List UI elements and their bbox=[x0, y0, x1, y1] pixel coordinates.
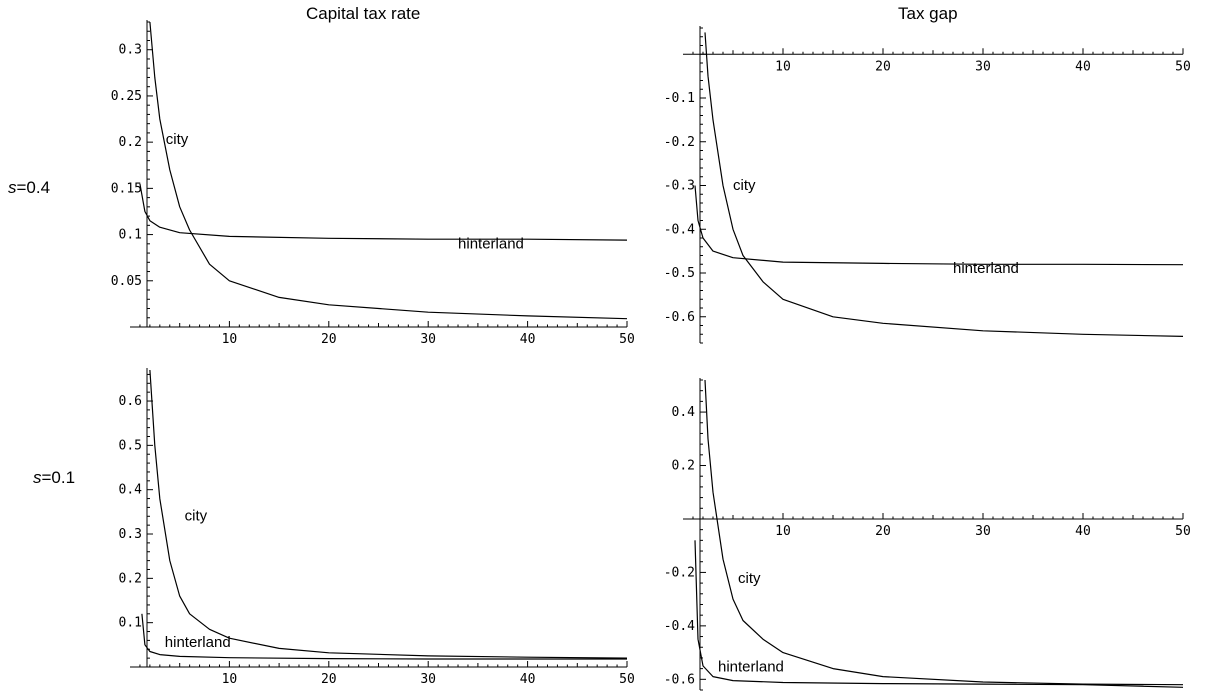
y-tick-label: 0.05 bbox=[111, 274, 142, 289]
series-label-hinterland: hinterland bbox=[458, 235, 524, 252]
x-tick-label: 20 bbox=[875, 524, 891, 539]
x-tick-label: 40 bbox=[1075, 59, 1091, 74]
y-tick-label: 0.2 bbox=[672, 459, 695, 474]
x-tick-label: 30 bbox=[420, 332, 436, 347]
y-tick-label: -0.2 bbox=[664, 135, 695, 150]
x-tick-label: 10 bbox=[222, 672, 238, 687]
series-label-hinterland: hinterland bbox=[953, 260, 1019, 277]
x-tick-label: 10 bbox=[775, 524, 791, 539]
panel-top-right: 10 20 30 40 50 -0.1 -0.2 -0.3 -0.4 -0.5 -0.6 city hi… bbox=[664, 26, 1191, 344]
x-tick-label: 30 bbox=[420, 672, 436, 687]
y-tick-label: -0.1 bbox=[664, 91, 695, 106]
series-label-city: city bbox=[166, 131, 189, 148]
column-title-right: Tax gap bbox=[898, 4, 958, 23]
series-line-hinterland bbox=[139, 183, 628, 241]
panel-top-left: 10 20 30 40 50 0.05 0.1 0.15 0.2 0.25 0.3 city hinte… bbox=[111, 20, 635, 347]
series-line-city bbox=[149, 21, 628, 320]
series-line-city bbox=[704, 32, 1184, 337]
panel-bottom-left: 10 20 30 40 50 0.1 0.2 0.3 0.4 0.5 0.6 city hinterla… bbox=[119, 368, 635, 687]
series-label-city: city bbox=[185, 508, 208, 525]
x-tick-label: 50 bbox=[619, 672, 635, 687]
y-tick-label: -0.5 bbox=[664, 266, 695, 281]
row-label-bottom-value: =0.1 bbox=[41, 468, 76, 487]
x-tick-label: 50 bbox=[1175, 524, 1191, 539]
y-tick-label: 0.4 bbox=[672, 405, 696, 420]
series-label-city: city bbox=[738, 570, 761, 587]
y-tick-label: 0.1 bbox=[119, 228, 142, 243]
y-tick-label: -0.6 bbox=[664, 310, 695, 325]
x-tick-label: 30 bbox=[975, 59, 991, 74]
x-tick-label: 40 bbox=[520, 672, 536, 687]
y-tick-label: -0.4 bbox=[664, 619, 695, 634]
series-line-city bbox=[149, 369, 628, 659]
series-label-hinterland: hinterland bbox=[165, 634, 231, 651]
series-line-hinterland bbox=[141, 613, 627, 660]
row-label-top-symbol: s bbox=[8, 178, 17, 197]
y-tick-label: 0.15 bbox=[111, 181, 142, 196]
x-tick-label: 40 bbox=[1075, 524, 1091, 539]
y-tick-label: 0.25 bbox=[111, 89, 142, 104]
y-tick-label: 0.5 bbox=[119, 438, 142, 453]
series-label-hinterland: hinterland bbox=[718, 658, 784, 675]
y-tick-label: 0.1 bbox=[119, 616, 142, 631]
y-tick-label: 0.2 bbox=[119, 571, 142, 586]
row-label-bottom-symbol: s bbox=[33, 468, 42, 487]
series-label-city: city bbox=[733, 177, 756, 194]
row-label-bottom: s=0.1 bbox=[33, 468, 75, 488]
x-tick-label: 40 bbox=[520, 332, 536, 347]
y-tick-label: 0.2 bbox=[119, 135, 142, 150]
y-tick-label: 0.3 bbox=[119, 43, 142, 58]
x-tick-label: 50 bbox=[619, 332, 635, 347]
series-line-hinterland bbox=[694, 185, 1184, 266]
y-tick-label: 0.3 bbox=[119, 527, 142, 542]
x-tick-label: 10 bbox=[222, 332, 238, 347]
y-tick-label: 0.6 bbox=[119, 394, 142, 409]
y-tick-label: -0.3 bbox=[664, 179, 695, 194]
column-title-left: Capital tax rate bbox=[306, 4, 421, 23]
panel-bottom-right: 10 20 30 40 50 0.4 0.2 -0.2 -0.4 -0.6 city hinterla… bbox=[664, 378, 1191, 691]
series-line-hinterland bbox=[694, 540, 1184, 688]
y-tick-label: -0.6 bbox=[664, 672, 695, 687]
row-label-top-value: =0.4 bbox=[16, 178, 51, 197]
x-tick-label: 50 bbox=[1175, 59, 1191, 74]
x-tick-label: 20 bbox=[875, 59, 891, 74]
row-label-top: s=0.4 bbox=[8, 178, 50, 198]
series-line-city bbox=[704, 379, 1184, 686]
x-tick-label: 30 bbox=[975, 524, 991, 539]
y-tick-label: 0.4 bbox=[119, 483, 143, 498]
x-tick-label: 20 bbox=[321, 672, 337, 687]
y-tick-label: -0.2 bbox=[664, 565, 695, 580]
x-tick-label: 10 bbox=[775, 59, 791, 74]
x-tick-label: 20 bbox=[321, 332, 337, 347]
y-tick-label: -0.4 bbox=[664, 222, 695, 237]
